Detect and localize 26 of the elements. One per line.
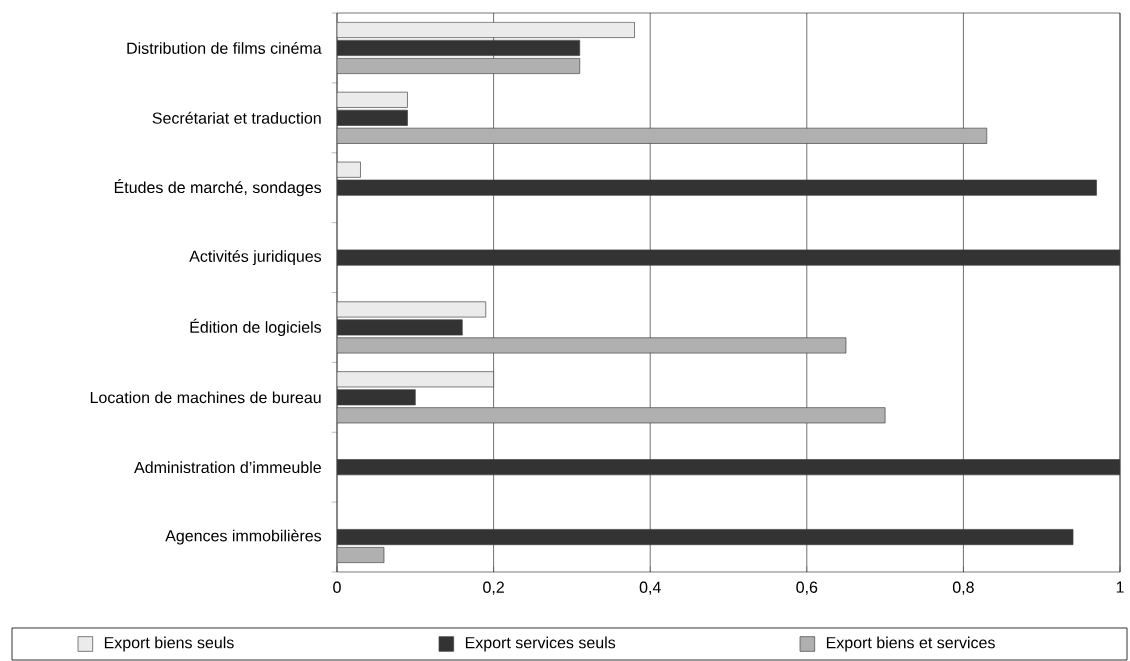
legend-label: Export biens seuls: [104, 636, 234, 652]
y-tick-label: Édition de logiciels: [190, 318, 322, 337]
bar: [337, 39, 581, 56]
bar: [337, 389, 416, 406]
y-tick-label: Agences immobilières: [165, 529, 322, 545]
legend-label: Export services seuls: [465, 636, 616, 652]
x-tick-label: 0: [333, 581, 341, 593]
y-tick-label: Distribution de films cinéma: [127, 41, 322, 54]
x-tick-label: 0,2: [483, 581, 504, 595]
x-tick-label: 0,8: [952, 581, 974, 595]
x-tick-label: 1: [1116, 581, 1124, 593]
y-tick-label: Activités juridiques: [189, 250, 322, 266]
bar: [337, 459, 1121, 476]
y-tick-label: Administration d’immeuble: [134, 461, 321, 474]
x-tick-label: 0,4: [639, 581, 661, 595]
legend-label: Export biens et services: [826, 636, 995, 652]
y-tick-label: Location de machines de bureau: [90, 391, 321, 404]
y-tick-label: Études de marché, sondages: [114, 179, 322, 197]
bar: [337, 249, 1121, 266]
bar: [337, 179, 1097, 196]
bar: [337, 319, 463, 336]
x-tick-label: 0,6: [796, 581, 818, 595]
bar: [337, 91, 408, 108]
bar: [337, 529, 1074, 546]
y-tick-label: Secrétariat et traduction: [152, 111, 321, 124]
bar: [337, 547, 385, 564]
